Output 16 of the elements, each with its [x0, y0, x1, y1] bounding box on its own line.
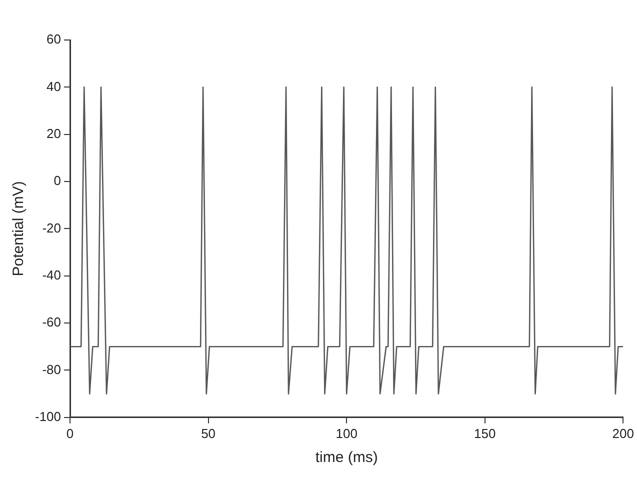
y-tick-label: -20: [42, 220, 62, 236]
x-tick-label: 0: [66, 426, 74, 441]
y-tick-label: -40: [42, 267, 62, 282]
x-axis-title: time (ms): [315, 449, 378, 466]
y-tick-label: 20: [46, 126, 62, 141]
y-tick-label: 40: [46, 78, 62, 94]
y-tick-label: 0: [54, 173, 62, 188]
y-tick-label: 60: [46, 32, 62, 47]
y-tick-label: -80: [42, 362, 62, 377]
y-axis-title: Potential (mV): [10, 181, 28, 276]
x-tick-label: 50: [201, 426, 216, 441]
y-tick-label: -100: [34, 408, 62, 424]
x-tick-label: 150: [474, 426, 496, 441]
x-tick-label: 100: [336, 426, 358, 441]
y-tick-label: -60: [42, 314, 62, 330]
x-tick-label: 200: [612, 426, 634, 441]
